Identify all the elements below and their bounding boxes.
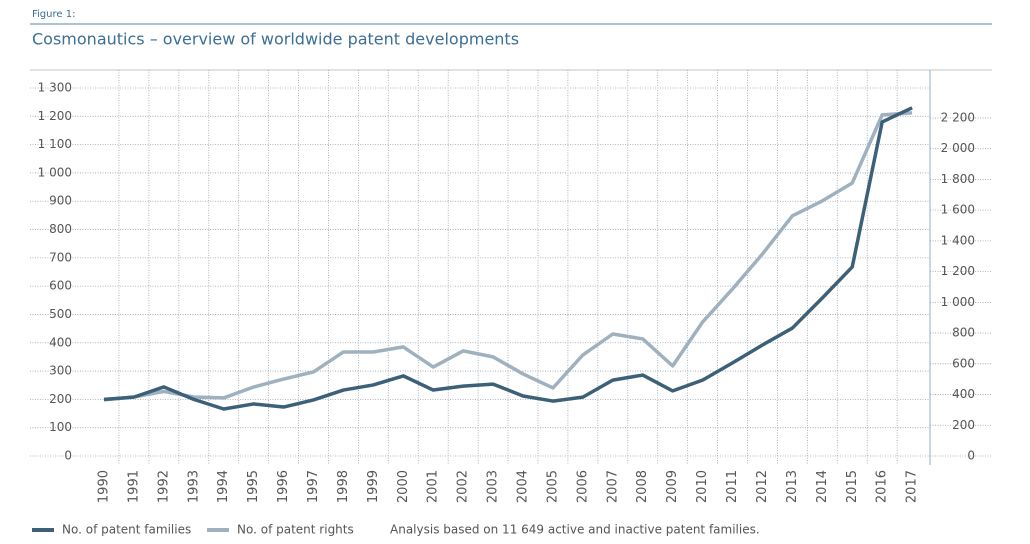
x-tick-label: 1991 bbox=[126, 470, 141, 503]
y2-tick-label: 1 800 bbox=[941, 172, 975, 186]
y-tick-label: 700 bbox=[49, 250, 72, 264]
x-tick-label: 2002 bbox=[456, 470, 471, 503]
y-tick-label: 1 000 bbox=[38, 165, 72, 179]
y2-tick-label: 200 bbox=[952, 418, 975, 432]
x-tick-label: 2005 bbox=[545, 470, 560, 503]
y-tick-label: 1 200 bbox=[38, 109, 72, 123]
y-tick-label: 500 bbox=[49, 307, 72, 321]
x-tick-label: 1990 bbox=[97, 470, 112, 503]
series-line bbox=[103, 111, 913, 402]
y-tick-label: 200 bbox=[49, 392, 72, 406]
y2-tick-label: 400 bbox=[952, 387, 975, 401]
x-tick-label: 1997 bbox=[306, 470, 321, 503]
x-tick-label: 2004 bbox=[516, 470, 531, 503]
x-tick-label: 2012 bbox=[755, 470, 770, 503]
x-tick-label: 2015 bbox=[845, 470, 860, 503]
legend-label: No. of patent families bbox=[62, 523, 191, 537]
y2-tick-label: 1 200 bbox=[941, 264, 975, 278]
series-line bbox=[103, 106, 913, 411]
x-tick-label: 2001 bbox=[426, 470, 441, 503]
x-tick-label: 2016 bbox=[875, 470, 890, 503]
x-tick-label: 2009 bbox=[665, 470, 680, 503]
y2-tick-label: 2 200 bbox=[941, 110, 975, 124]
x-tick-label: 1995 bbox=[246, 470, 261, 503]
x-tick-label: 1999 bbox=[366, 470, 381, 503]
y2-tick-label: 2 000 bbox=[941, 141, 975, 155]
y2-tick-label: 1 000 bbox=[941, 295, 975, 309]
y-tick-label: 0 bbox=[64, 449, 72, 463]
y-tick-label: 300 bbox=[49, 364, 72, 378]
x-tick-label: 1994 bbox=[216, 470, 231, 503]
x-tick-label: 2011 bbox=[725, 470, 740, 503]
x-tick-label: 2006 bbox=[575, 470, 590, 503]
y2-tick-label: 1 400 bbox=[941, 233, 975, 247]
y-tick-label: 1 300 bbox=[38, 81, 72, 95]
y2-tick-label: 0 bbox=[967, 449, 975, 463]
x-tick-label: 2007 bbox=[605, 470, 620, 503]
y-tick-label: 1 100 bbox=[38, 137, 72, 151]
y-tick-label: 400 bbox=[49, 335, 72, 349]
legend-label: No. of patent rights bbox=[237, 523, 354, 537]
x-tick-label: 2008 bbox=[635, 470, 650, 503]
x-tick-label: 1993 bbox=[186, 470, 201, 503]
figure-label: Figure 1: bbox=[32, 9, 75, 20]
x-tick-label: 2017 bbox=[905, 470, 920, 503]
y-tick-label: 600 bbox=[49, 279, 72, 293]
x-tick-label: 1996 bbox=[276, 470, 291, 503]
y-tick-label: 100 bbox=[49, 420, 72, 434]
y-tick-label: 800 bbox=[49, 222, 72, 236]
x-tick-label: 2013 bbox=[785, 470, 800, 503]
y-tick-label: 900 bbox=[49, 194, 72, 208]
x-tick-label: 2010 bbox=[695, 470, 710, 503]
y2-tick-label: 800 bbox=[952, 326, 975, 340]
chart-title: Cosmonautics – overview of worldwide pat… bbox=[32, 30, 519, 49]
x-tick-label: 2014 bbox=[815, 470, 830, 503]
note: Analysis based on 11 649 active and inac… bbox=[390, 523, 760, 537]
x-tick-label: 2003 bbox=[486, 470, 501, 503]
x-tick-label: 1992 bbox=[156, 470, 171, 503]
x-tick-label: 1998 bbox=[336, 470, 351, 503]
y2-tick-label: 1 600 bbox=[941, 203, 975, 217]
x-tick-label: 2000 bbox=[396, 470, 411, 503]
y2-tick-label: 600 bbox=[952, 356, 975, 370]
